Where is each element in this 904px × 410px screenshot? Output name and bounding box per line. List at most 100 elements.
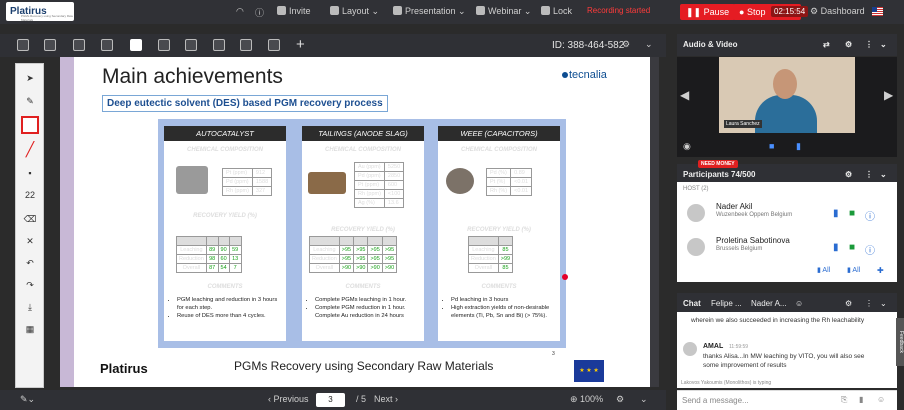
document-tabs-bar: + ID: 388-464-582 ⚙ ⌄ — [0, 34, 666, 57]
doc-tab-5[interactable] — [130, 39, 142, 51]
emoji-icon[interactable]: ☺ — [795, 299, 804, 308]
card-heading: TAILINGS (Anode slag) — [302, 126, 424, 141]
mic-icon[interactable]: ▮ — [859, 395, 864, 404]
pause-button[interactable]: ❚❚ Pause — [680, 4, 736, 20]
add-participant-icon[interactable]: ✚ — [877, 266, 884, 275]
more-icon[interactable]: ⋮ — [865, 170, 873, 179]
gear-icon: ⚙ — [810, 6, 821, 16]
settings-icon[interactable]: ⚙ — [622, 39, 631, 49]
chat-author: AMAL — [703, 343, 724, 350]
chat-message: wherein we also succeeded in increasing … — [691, 317, 865, 324]
doc-tab-6[interactable] — [158, 39, 170, 51]
chevron-down-icon[interactable]: ⌄ — [880, 170, 887, 179]
pointer-tool-icon[interactable]: ➤ — [26, 73, 34, 83]
tab-felipe[interactable]: Felipe ... — [711, 299, 742, 308]
chevron-down-icon[interactable]: ⌄ — [645, 39, 653, 49]
slide-subtitle: Deep eutectic solvent (DES) based PGM re… — [102, 95, 388, 112]
line-tool-icon[interactable]: ╱ — [25, 141, 35, 157]
mic-icon[interactable]: ▮ — [833, 242, 839, 253]
add-tab-icon[interactable]: + — [296, 36, 305, 53]
redo-icon[interactable]: ↷ — [26, 280, 34, 290]
pen-menu-icon[interactable]: ✎⌄ — [20, 394, 36, 404]
undo-icon[interactable]: ↶ — [26, 258, 34, 268]
avatar-icon: ◉ — [683, 141, 691, 151]
chem-table: Au (ppm) 5250 Pd (ppm) 2850 Pt (ppm) 600 Rh… — [354, 162, 405, 208]
mute-all-button[interactable]: ▮ All — [817, 267, 831, 274]
laser-pointer — [562, 274, 568, 280]
chem-table: Pd (%) 0.89 Pt (%) <0.01 Rh (%) <0.01 — [485, 168, 533, 196]
participant-row[interactable]: Proletina Sabotinova Brussels Belgium ▮ … — [677, 232, 886, 262]
chat-input[interactable]: Send a message... ⎘ ▮ ☺ — [677, 390, 897, 410]
process-panel: AUTOCATALYST CHEMICAL COMPOSITION Pt (pp… — [158, 119, 566, 348]
layout-button[interactable]: Layout ⌄ — [330, 6, 379, 17]
pen-tool-icon[interactable]: ✎ — [26, 96, 34, 106]
page-input[interactable]: 3 — [316, 393, 345, 407]
webinar-icon — [476, 6, 485, 15]
chevron-down-icon[interactable]: ⌄ — [640, 394, 648, 404]
gear-icon[interactable]: ⚙ — [845, 299, 853, 308]
gear-icon[interactable]: ⚙ — [845, 40, 853, 49]
camera-icon[interactable]: ■ — [849, 208, 856, 219]
zoom-level[interactable]: ⊕ 100% — [570, 394, 604, 404]
camera-icon[interactable]: ■ — [769, 141, 775, 151]
slide-scrollbar[interactable] — [650, 57, 659, 387]
more-icon[interactable]: ⋮ — [865, 40, 873, 49]
comments-label: COMMENTS — [207, 284, 243, 290]
mic-icon[interactable]: ▮ — [796, 141, 801, 151]
video-all-button[interactable]: ▮ All — [847, 267, 861, 274]
mic-icon[interactable]: ▮ — [833, 208, 839, 219]
info-icon[interactable]: ⓘ — [865, 212, 875, 223]
rectangle-tool-icon[interactable] — [21, 116, 39, 134]
chem-label: CHEMICAL COMPOSITION — [461, 147, 537, 153]
tab-nader[interactable]: Nader A... — [751, 299, 787, 308]
video-prev-icon[interactable]: ◀ — [680, 88, 690, 102]
presenter-video[interactable] — [719, 57, 855, 133]
doc-tab-8[interactable] — [213, 39, 225, 51]
doc-tab-4[interactable] — [101, 39, 113, 51]
camera-icon[interactable]: ■ — [849, 242, 856, 253]
download-icon[interactable]: ⤓ — [28, 302, 32, 312]
autocatalyst-card: AUTOCATALYST CHEMICAL COMPOSITION Pt (pp… — [164, 126, 286, 341]
tailings-image — [308, 172, 346, 194]
drawing-toolbar: ➤ ✎ ╱ ▪ 22 ⌫ ✕ ↶ ↷ ⤓ ▦ — [15, 63, 44, 388]
chevron-down-icon[interactable]: ⌄ — [880, 40, 887, 49]
eraser-icon[interactable]: ⌫ — [23, 214, 37, 224]
presenter-face — [773, 69, 797, 99]
chevron-down-icon[interactable]: ⌄ — [880, 299, 887, 308]
participant-row[interactable]: Nader Akil Wuzenbeek Oppem Belgium ▮ ■ ⓘ — [677, 198, 886, 228]
wifi-icon[interactable]: ◠ — [236, 6, 244, 16]
need-money-badge: NEED MONEY — [698, 160, 738, 168]
dashboard-button[interactable]: ⚙ Dashboard — [810, 6, 865, 16]
doc-tab-1[interactable] — [17, 39, 29, 51]
gear-icon[interactable]: ⚙ — [845, 170, 853, 179]
lock-button[interactable]: Lock — [541, 6, 572, 16]
info-icon[interactable]: ⓘ — [865, 246, 875, 257]
webinar-button[interactable]: Webinar ⌄ — [476, 6, 531, 17]
us-flag-icon[interactable] — [872, 7, 883, 16]
next-button[interactable]: Next › — [374, 394, 399, 404]
previous-button[interactable]: ‹ Previous — [268, 394, 309, 404]
swap-icon[interactable]: ⇄ — [823, 40, 830, 49]
tab-chat[interactable]: Chat — [683, 299, 701, 308]
text-size-value[interactable]: 22 — [24, 190, 35, 200]
zoom-icon: ⊕ — [570, 394, 581, 404]
grid-icon[interactable]: ▦ — [25, 324, 35, 334]
doc-tab-10[interactable] — [268, 39, 280, 51]
video-next-icon[interactable]: ▶ — [884, 88, 894, 102]
dot-size-icon[interactable]: ▪ — [28, 168, 32, 178]
more-icon[interactable]: ⋮ — [865, 299, 873, 308]
clear-icon[interactable]: ✕ — [26, 236, 34, 246]
doc-tab-2[interactable] — [44, 39, 56, 51]
attach-icon[interactable]: ⎘ — [841, 395, 848, 404]
info-icon[interactable]: ⓘ — [255, 8, 265, 18]
doc-tab-3[interactable] — [73, 39, 85, 51]
doc-tab-9[interactable] — [240, 39, 252, 51]
invite-button[interactable]: Invite — [277, 6, 311, 16]
presentation-button[interactable]: Presentation ⌄ — [393, 6, 466, 17]
doc-tab-7[interactable] — [185, 39, 197, 51]
feedback-tab[interactable]: Feedback — [896, 318, 904, 366]
settings-icon[interactable]: ⚙ — [616, 394, 625, 404]
emoji-icon[interactable]: ☺ — [877, 395, 886, 404]
chat-time: 11:59:59 — [729, 344, 749, 350]
